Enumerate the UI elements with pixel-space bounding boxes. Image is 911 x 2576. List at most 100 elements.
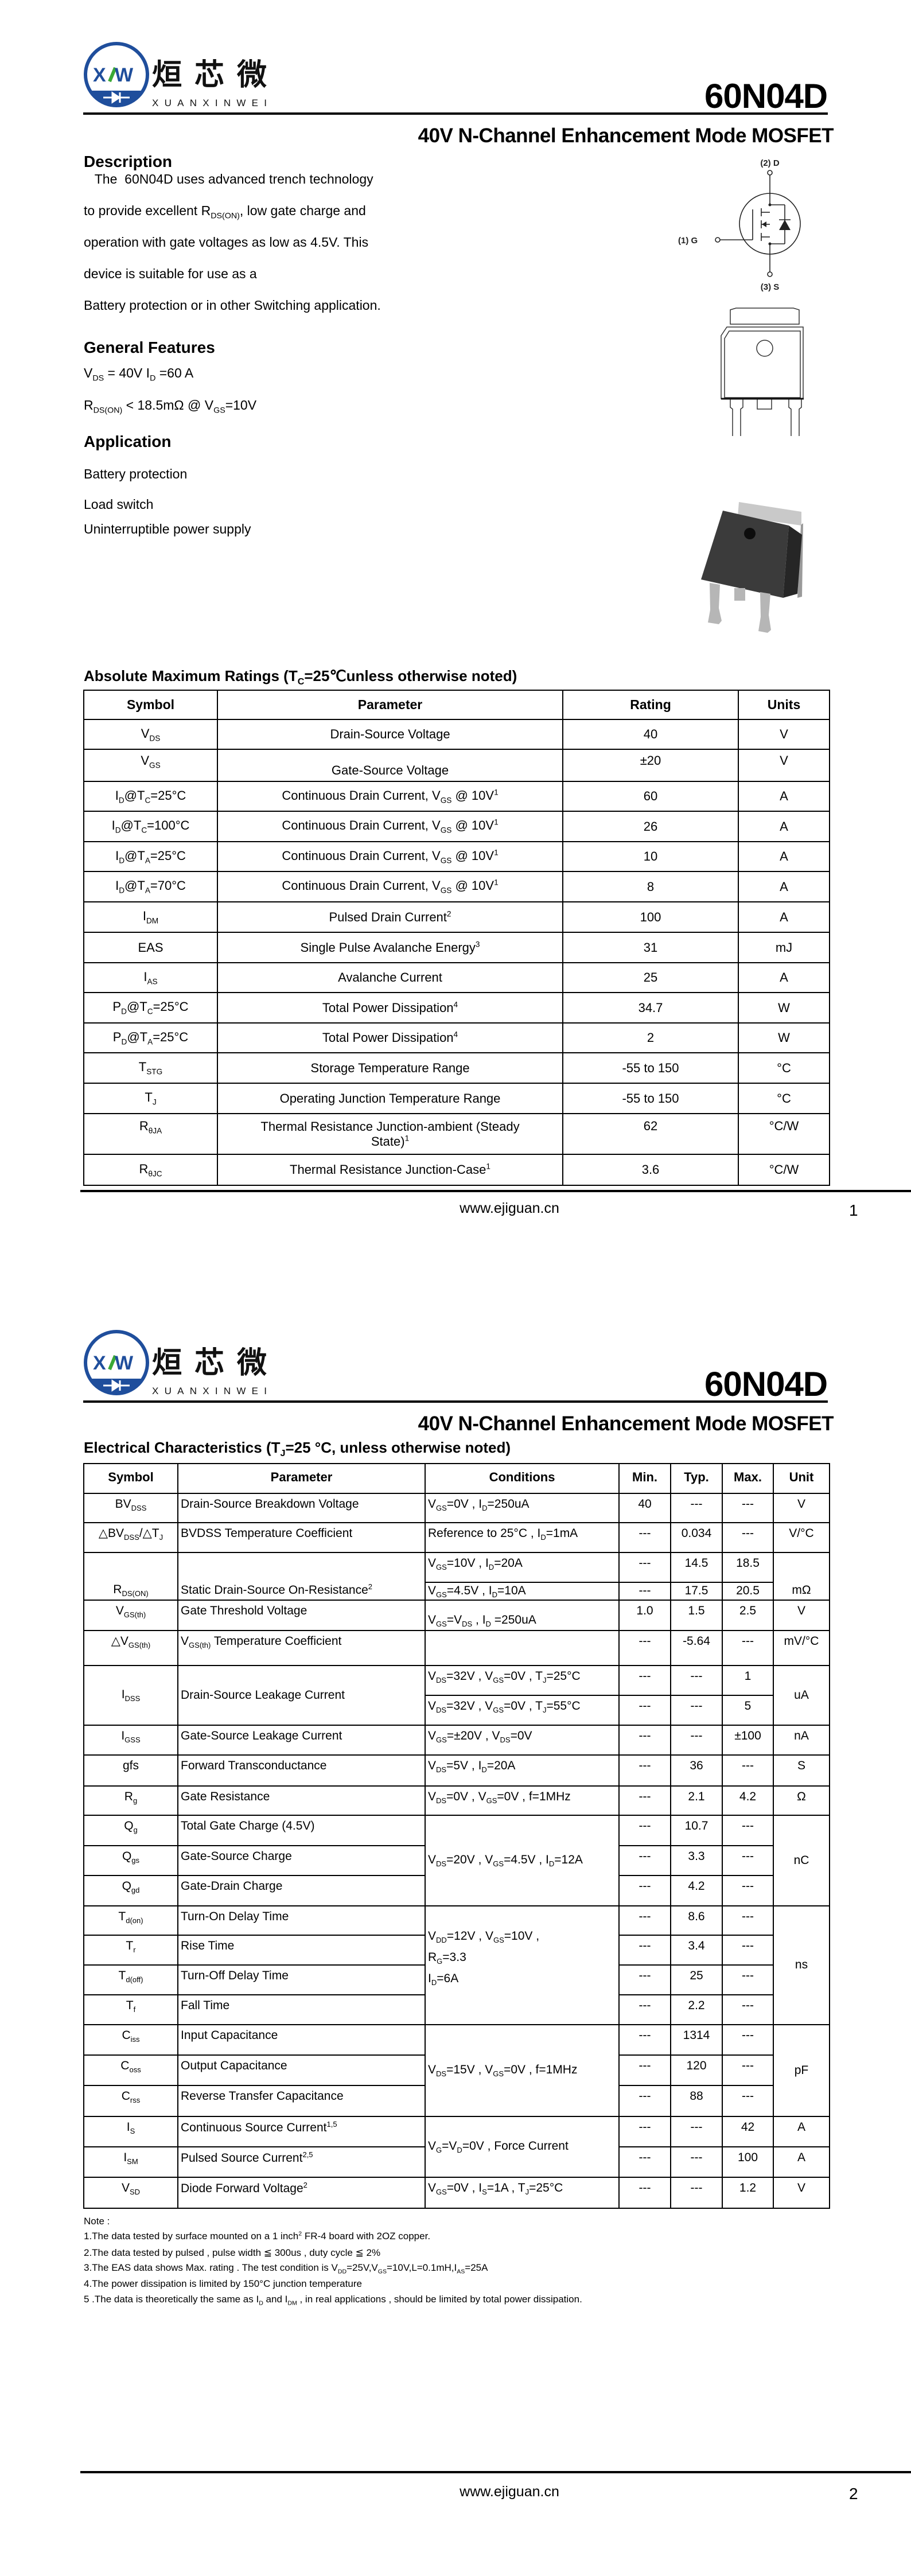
min-cell: --- bbox=[618, 2177, 671, 2209]
table-row: Qgs Gate-Source Charge --- 3.3 --- bbox=[83, 1845, 830, 1876]
unit-cell: pF bbox=[773, 2024, 830, 2117]
table-row: VDS=32V , VGS=0V , TJ=55°C --- --- 5 bbox=[84, 1695, 830, 1726]
max-cell: 18.5 bbox=[722, 1552, 774, 1583]
table-row: IAS Avalanche Current 25 A bbox=[83, 962, 830, 993]
table-row: Td(off) Turn-Off Delay Time --- 25 --- bbox=[83, 1964, 830, 1995]
parameter-cell: Continuous Drain Current, VGS @ 10V1 bbox=[217, 811, 563, 842]
electrical-characteristics-table: Symbol Parameter Conditions Min. Typ. Ma… bbox=[83, 1463, 830, 2209]
application-item: Load switch bbox=[84, 497, 154, 512]
subscript: GS bbox=[440, 796, 452, 805]
subscript: gs bbox=[131, 1856, 140, 1865]
rating-cell: -55 to 150 bbox=[562, 1052, 739, 1084]
part-number: 60N04D bbox=[704, 77, 828, 115]
max-cell: --- bbox=[722, 1964, 774, 1995]
table-row: gfs Forward Transconductance VDS=5V , ID… bbox=[83, 1754, 830, 1787]
unit-cell: A bbox=[773, 2116, 830, 2147]
superscript: 1,5 bbox=[326, 2120, 337, 2128]
typ-cell: 1.5 bbox=[670, 1600, 723, 1631]
subscript: D bbox=[121, 1007, 127, 1016]
note-item: 1.The data tested by surface mounted on … bbox=[84, 2230, 431, 2242]
table-row: Tr Rise Time --- 3.4 --- bbox=[83, 1935, 830, 1966]
table-row: VDS Drain-Source Voltage 40 V bbox=[83, 719, 830, 750]
note-item: 3.The EAS data shows Max. rating . The t… bbox=[84, 2262, 488, 2275]
parameter-cell: Rise Time bbox=[177, 1935, 426, 1966]
description-line: The 60N04D uses advanced trench technolo… bbox=[84, 172, 373, 186]
superscript: 2 bbox=[298, 2230, 302, 2238]
subscript: GS(th) bbox=[123, 1610, 146, 1620]
subscript: GS bbox=[486, 1796, 497, 1805]
subscript: GS bbox=[493, 1706, 504, 1715]
unit-cell: A bbox=[738, 811, 830, 842]
min-cell: --- bbox=[618, 1695, 671, 1726]
unit-cell: ns bbox=[773, 1905, 830, 2025]
max-cell: 100 bbox=[722, 2146, 774, 2178]
footer-website: www.ejiguan.cn bbox=[460, 2484, 559, 2500]
parameter-cell: BVDSS Temperature Coefficient bbox=[177, 1522, 426, 1553]
parameter-cell: Thermal Resistance Junction-ambient (Ste… bbox=[217, 1113, 563, 1155]
typ-cell: 0.034 bbox=[670, 1522, 723, 1553]
subscript: GS bbox=[493, 1935, 504, 1944]
page-number: 1 bbox=[849, 1201, 858, 1219]
subscript: GS bbox=[436, 1590, 447, 1600]
subscript: D bbox=[485, 1619, 491, 1628]
mosfet-symbol-diagram: (2) D (1) G (3) S bbox=[678, 158, 801, 292]
min-cell: --- bbox=[618, 1725, 671, 1756]
feature-line: RDS(ON) < 18.5mΩ @ VGS=10V bbox=[84, 398, 257, 415]
parameter-cell: Gate-Source Charge bbox=[177, 1845, 426, 1876]
subscript: D bbox=[492, 1590, 498, 1600]
subscript: GSS bbox=[124, 1736, 141, 1745]
unit-cell: A bbox=[738, 841, 830, 872]
table-row: PD@TC=25°C Total Power Dissipation4 34.7 W bbox=[83, 992, 830, 1024]
subscript: GS bbox=[493, 1676, 504, 1685]
subscript: D bbox=[115, 826, 121, 835]
table-row: Tf Fall Time --- 2.2 --- bbox=[83, 1994, 830, 2025]
symbol-cell: ID@TC=100°C bbox=[83, 811, 218, 842]
subscript: GS bbox=[377, 2268, 387, 2275]
superscript: 1 bbox=[494, 848, 499, 857]
table-row: RθJA Thermal Resistance Junction-ambient … bbox=[83, 1113, 830, 1155]
symbol-cell: IAS bbox=[83, 962, 218, 993]
subscript: GS bbox=[436, 1504, 447, 1513]
superscript: 3 bbox=[475, 940, 480, 949]
typ-cell: 8.6 bbox=[670, 1905, 723, 1936]
application-heading: Application bbox=[84, 433, 172, 450]
max-cell: --- bbox=[722, 2024, 774, 2056]
typ-cell: 2.2 bbox=[670, 1994, 723, 2025]
subscript: f bbox=[133, 2005, 136, 2014]
table-row: △VGS(th) VGS(th) Temperature Coefficient… bbox=[83, 1630, 830, 1666]
rating-cell: -55 to 150 bbox=[562, 1083, 739, 1114]
min-cell: --- bbox=[618, 1552, 671, 1583]
rating-cell: ±20 bbox=[562, 749, 739, 782]
column-header-symbol: Symbol bbox=[83, 1463, 178, 1494]
typ-cell: --- bbox=[670, 1725, 723, 1756]
subscript: DS bbox=[149, 734, 161, 743]
subscript: r bbox=[133, 1945, 136, 1955]
parameter-cell: Avalanche Current bbox=[217, 962, 563, 993]
subscript: GS bbox=[440, 856, 452, 865]
conditions-cell: VGS=0V , IS=1A , TJ=25°C bbox=[425, 2177, 620, 2209]
electrical-characteristics-title: Electrical Characteristics (TJ=25 °C, un… bbox=[84, 1439, 511, 1459]
typ-cell: 36 bbox=[670, 1754, 723, 1787]
unit-cell: nA bbox=[773, 1725, 830, 1756]
subscript: DS(ON) bbox=[122, 1589, 149, 1598]
subscript: iss bbox=[130, 2035, 140, 2044]
subscript: D bbox=[150, 373, 156, 383]
symbol-cell: BVDSS bbox=[83, 1493, 178, 1523]
unit-cell: V bbox=[773, 2177, 830, 2209]
table-row: IDSS Drain-Source Leakage Current VDS=32… bbox=[83, 1665, 830, 1726]
parameter-cell: Turn-On Delay Time bbox=[177, 1905, 426, 1936]
subscript: D bbox=[118, 796, 124, 805]
typ-cell: 3.4 bbox=[670, 1935, 723, 1966]
subscript: DS bbox=[92, 373, 104, 383]
svg-text:X: X bbox=[93, 64, 106, 86]
svg-text:W: W bbox=[115, 64, 134, 86]
feature-line: VDS = 40V ID =60 A bbox=[84, 365, 194, 383]
subscript: C bbox=[147, 1007, 153, 1016]
table-row: IGSS Gate-Source Leakage Current VGS=±20… bbox=[83, 1725, 830, 1756]
parameter-cell: Input Capacitance bbox=[177, 2024, 426, 2056]
min-cell: --- bbox=[618, 1964, 671, 1995]
unit-cell: Ω bbox=[773, 1785, 830, 1816]
parameter-cell: Turn-Off Delay Time bbox=[177, 1964, 426, 1995]
table-row: Coss Output Capacitance --- 120 --- bbox=[83, 2054, 830, 2086]
column-header-max: Max. bbox=[722, 1463, 774, 1494]
